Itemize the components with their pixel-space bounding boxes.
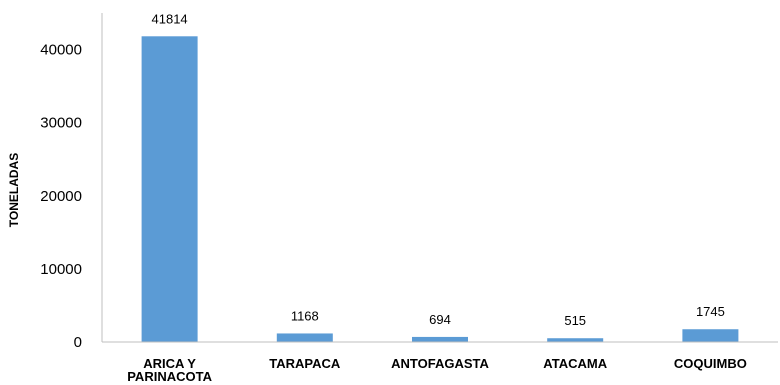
y-tick-label: 10000 [40, 261, 82, 278]
x-tick-label: COQUIMBO [674, 356, 747, 371]
y-tick-label: 30000 [40, 115, 82, 132]
y-axis-title: TONELADAS [7, 153, 21, 227]
data-labels: 41814 1168 694 515 1745 [152, 11, 725, 328]
y-tick-label: 20000 [40, 188, 82, 205]
bar [276, 333, 333, 342]
y-tick-label: 40000 [40, 42, 82, 59]
bars [141, 36, 739, 342]
bar [141, 36, 198, 342]
x-tick-label: TARAPACA [269, 356, 341, 371]
data-label: 515 [564, 313, 586, 328]
data-label: 41814 [152, 11, 188, 26]
data-label: 694 [429, 312, 451, 327]
bar [547, 338, 604, 342]
y-tick-label: 0 [74, 334, 82, 351]
x-tick-label: PARINACOTA [127, 369, 212, 384]
data-label: 1168 [291, 308, 319, 323]
x-tick-label: ANTOFAGASTA [391, 356, 489, 371]
x-tick-label: ATACAMA [543, 356, 607, 371]
y-axis-ticks: 0 10000 20000 30000 40000 [40, 42, 82, 351]
x-tick-label: ARICA Y [143, 356, 196, 371]
data-label: 1745 [696, 304, 725, 319]
bar [682, 329, 739, 342]
bar [412, 336, 468, 342]
